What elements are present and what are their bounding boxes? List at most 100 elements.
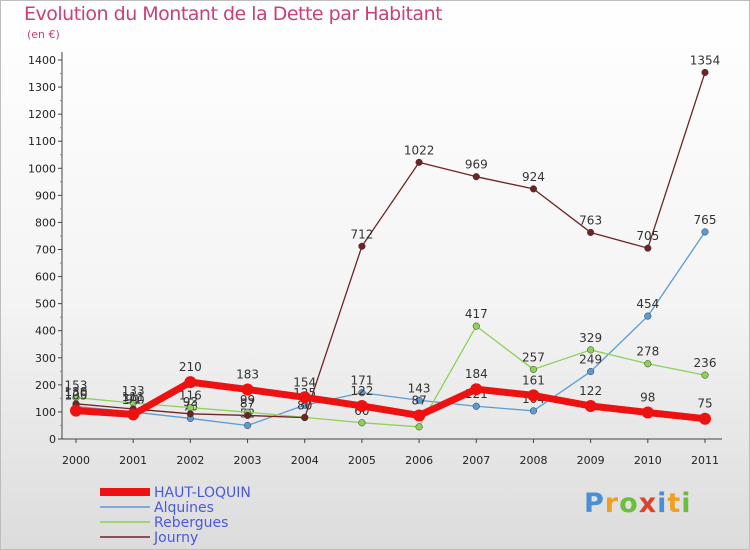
data-label: 99 <box>240 393 255 407</box>
data-point <box>644 312 652 320</box>
data-point <box>527 389 540 402</box>
data-label: 98 <box>640 390 655 404</box>
y-tick-label: 1400 <box>28 54 56 67</box>
x-tick-label: 2008 <box>519 454 547 467</box>
data-point <box>243 411 252 419</box>
x-tick-label: 2004 <box>291 454 319 467</box>
data-point <box>358 242 366 250</box>
data-label: 153 <box>65 379 88 393</box>
data-point <box>355 399 368 412</box>
data-point <box>415 158 423 166</box>
data-label: 87 <box>240 396 255 410</box>
data-point <box>472 322 480 330</box>
data-point <box>529 407 538 415</box>
legend-label: Alquines <box>154 500 214 516</box>
data-label: 130 <box>65 385 88 399</box>
y-tick-label: 100 <box>35 406 56 419</box>
series-line-haut-loquin <box>72 378 709 423</box>
data-point <box>243 421 252 430</box>
data-label: 87 <box>411 393 426 407</box>
data-point <box>184 376 197 389</box>
y-tick-label: 1200 <box>28 108 56 121</box>
y-tick-label: 800 <box>35 216 56 229</box>
data-label: 454 <box>636 297 659 311</box>
legend-label: Journy <box>153 530 198 546</box>
y-tick-label: 1000 <box>28 162 56 175</box>
data-point <box>584 399 597 412</box>
data-label: 133 <box>122 384 145 398</box>
x-tick-label: 2000 <box>62 454 90 467</box>
data-label: 105 <box>65 389 88 403</box>
y-tick-label: 600 <box>35 271 56 284</box>
data-label: 257 <box>522 350 545 364</box>
data-point <box>241 383 254 396</box>
data-label: 924 <box>522 170 545 184</box>
y-tick-label: 300 <box>35 352 56 365</box>
data-point <box>701 68 709 77</box>
series-line-rebergues <box>75 325 706 428</box>
data-label: 329 <box>579 331 602 345</box>
data-label: 765 <box>694 213 717 227</box>
data-label: 417 <box>465 307 488 321</box>
series-line-alquines <box>75 231 706 427</box>
y-tick-label: 500 <box>35 298 56 311</box>
data-label: 236 <box>694 356 717 370</box>
data-point <box>587 368 595 376</box>
data-point <box>587 346 595 354</box>
y-tick-label: 1300 <box>28 81 56 94</box>
data-point <box>127 408 140 421</box>
data-label: 93 <box>183 395 198 409</box>
data-point <box>529 365 538 373</box>
chart-title: Evolution du Montant de la Dette par Hab… <box>24 3 443 25</box>
series-line-journy <box>75 71 706 419</box>
data-point <box>529 185 538 193</box>
data-point <box>413 409 426 422</box>
data-point <box>587 228 595 236</box>
data-label: 184 <box>465 367 488 381</box>
data-label: 91 <box>126 392 141 406</box>
data-point <box>644 360 652 368</box>
data-label: 161 <box>522 373 545 387</box>
data-point <box>701 371 709 379</box>
x-tick-label: 2003 <box>234 454 262 467</box>
x-tick-label: 2005 <box>348 454 376 467</box>
y-tick-label: 1100 <box>28 135 56 148</box>
unit-label: (en €) <box>27 28 60 41</box>
data-label: 171 <box>350 374 373 388</box>
data-label: 705 <box>636 229 659 243</box>
data-point <box>415 396 423 404</box>
data-label: 712 <box>350 227 373 241</box>
data-label: 763 <box>579 213 602 227</box>
data-label: 1022 <box>404 143 435 157</box>
data-point <box>701 228 709 236</box>
data-label: 111 <box>122 390 145 404</box>
data-point <box>470 383 483 396</box>
x-tick-label: 2009 <box>577 454 605 467</box>
x-tick-label: 2001 <box>119 454 147 467</box>
data-label: 122 <box>579 384 602 398</box>
proxiti-logo: Proxiti <box>584 488 692 519</box>
data-point <box>298 391 311 404</box>
data-label: 154 <box>293 375 316 389</box>
data-label: 116 <box>179 389 202 403</box>
x-tick-label: 2006 <box>405 454 433 467</box>
data-point <box>70 404 82 417</box>
y-tick-label: 900 <box>35 189 56 202</box>
data-label: 969 <box>465 158 488 172</box>
y-tick-label: 200 <box>35 379 56 392</box>
data-point <box>699 412 711 425</box>
data-label: 183 <box>236 367 259 381</box>
data-point <box>644 244 652 252</box>
data-point <box>186 410 194 418</box>
data-point <box>472 173 480 181</box>
data-label: 143 <box>408 381 431 395</box>
legend-label: HAUT-LOQUIN <box>154 485 251 501</box>
data-label: 210 <box>179 360 202 374</box>
x-tick-label: 2007 <box>462 454 490 467</box>
y-tick-label: 700 <box>35 244 56 257</box>
x-tick-label: 2010 <box>634 454 662 467</box>
data-label: 75 <box>697 397 712 411</box>
data-point <box>358 389 366 397</box>
data-point <box>415 423 423 431</box>
